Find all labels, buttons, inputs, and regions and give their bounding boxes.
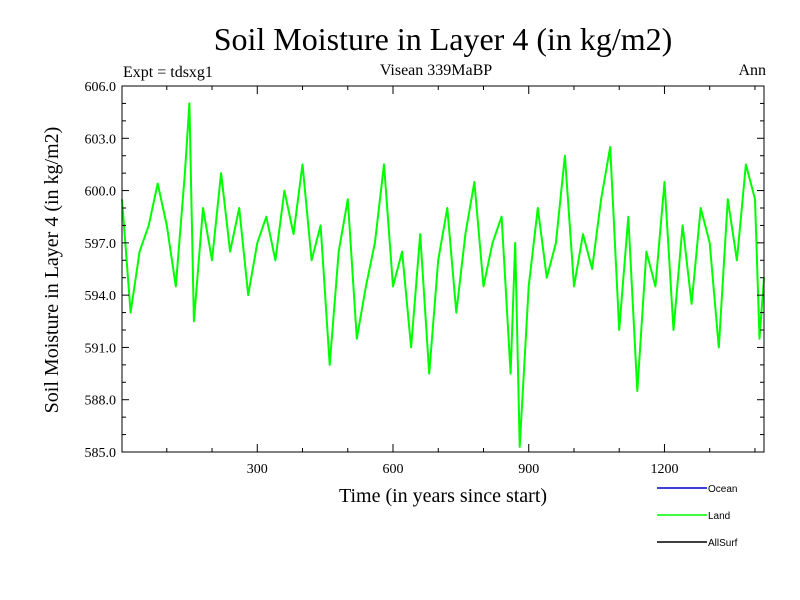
experiment-label: Expt = tdsxg1 <box>123 64 213 81</box>
chart-title: Soil Moisture in Layer 4 (in kg/m2) <box>214 21 673 57</box>
tick-layer: 585.0 588.0 591.0 594.0 597.0 600.0 603.0 606.0… <box>85 80 764 477</box>
y-tick-label: 588.0 <box>85 394 117 409</box>
legend: Ocean Land AllSurf <box>657 484 738 549</box>
y-tick-label: 600.0 <box>85 185 117 200</box>
x-tick-label: 600 <box>383 462 404 477</box>
y-tick-label: 585.0 <box>85 446 117 461</box>
legend-label-ocean: Ocean <box>708 484 737 495</box>
y-tick-label: 606.0 <box>85 80 117 95</box>
x-axis-label: Time (in years since start) <box>339 485 547 507</box>
x-tick-label: 1200 <box>650 462 678 477</box>
x-tick-label: 900 <box>518 462 539 477</box>
x-tick-label: 300 <box>247 462 268 477</box>
y-axis-label: Soil Moisture in Layer 4 (in kg/m2) <box>41 127 63 414</box>
season-label: Ann <box>738 62 766 79</box>
legend-label-allsurf: AllSurf <box>708 538 738 549</box>
y-tick-label: 594.0 <box>85 289 117 304</box>
plot-frame <box>121 85 765 453</box>
period-label: Visean 339MaBP <box>380 62 492 79</box>
series-line-land <box>121 102 765 448</box>
series-layer <box>121 102 765 448</box>
legend-label-land: Land <box>708 511 730 522</box>
y-tick-label: 591.0 <box>85 341 117 356</box>
y-tick-label: 603.0 <box>85 132 117 147</box>
y-tick-label: 597.0 <box>85 237 117 252</box>
